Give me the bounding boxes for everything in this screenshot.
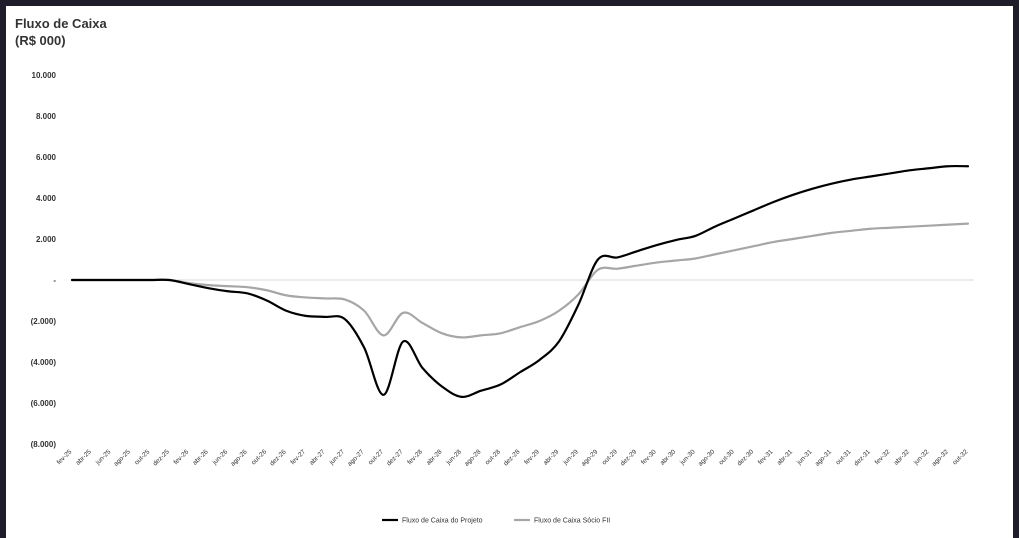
x-tick-label: dez-30 (736, 448, 755, 467)
y-tick-label: 4.000 (36, 194, 57, 203)
x-tick-label: jun-27 (328, 448, 347, 467)
y-tick-label: 8.000 (36, 112, 57, 121)
x-tick-label: jun-25 (94, 448, 113, 467)
x-tick-label: ago-25 (113, 448, 133, 468)
series-line-1 (70, 164, 970, 398)
y-tick-label: 2.000 (36, 235, 57, 244)
legend-label-2: Fluxo de Caixa Sócio FII (534, 518, 610, 525)
x-tick-label: fev-29 (523, 448, 541, 466)
x-tick-label: abr-27 (308, 448, 327, 467)
y-tick-label: 6.000 (36, 153, 57, 162)
x-tick-label: fev-28 (406, 448, 424, 466)
chart-title-line1: Fluxo de Caixa (15, 16, 107, 31)
x-tick-label: out-26 (250, 448, 268, 466)
x-tick-label: fev-31 (757, 448, 775, 466)
x-tick-label: ago-28 (463, 448, 483, 468)
x-tick-label: fev-30 (640, 448, 658, 466)
x-tick-label: dez-29 (619, 448, 638, 467)
chart-title: Fluxo de Caixa (R$ 000) (15, 15, 107, 49)
x-tick-label: out-27 (367, 448, 385, 466)
x-tick-label: out-25 (133, 448, 151, 466)
x-tick-label: out-28 (484, 448, 502, 466)
y-tick-label: 10.000 (32, 71, 57, 80)
x-tick-label: jun-29 (561, 448, 580, 467)
series-line-2 (70, 222, 970, 339)
x-tick-label: abr-31 (776, 448, 795, 467)
legend-label-1: Fluxo de Caixa do Projeto (402, 518, 483, 525)
x-tick-label: abr-28 (425, 448, 444, 467)
x-tick-label: ago-29 (580, 448, 600, 468)
y-tick-label: (8.000) (31, 440, 57, 449)
x-tick-label: dez-31 (853, 448, 872, 467)
x-tick-label: ago-32 (931, 448, 951, 468)
x-tick-label: out-31 (835, 448, 853, 466)
x-tick-label: jun-32 (912, 448, 931, 467)
x-tick-label: dez-27 (386, 448, 405, 467)
y-tick-label: (4.000) (31, 358, 57, 367)
x-tick-label: abr-30 (659, 448, 678, 467)
x-tick-label: out-30 (718, 448, 736, 466)
x-tick-label: abr-32 (893, 448, 912, 467)
x-tick-label: ago-26 (229, 448, 249, 468)
x-tick-label: fev-32 (874, 448, 892, 466)
x-tick-label: jun-30 (678, 448, 697, 467)
x-tick-label: dez-28 (502, 448, 521, 467)
chart-title-line2: (R$ 000) (15, 33, 66, 48)
x-tick-label: ago-31 (814, 448, 834, 468)
y-tick-label: (2.000) (31, 317, 57, 326)
x-tick-label: jun-28 (445, 448, 464, 467)
x-tick-label: fev-25 (56, 448, 74, 466)
x-tick-label: fev-27 (289, 448, 307, 466)
x-tick-label: abr-25 (75, 448, 94, 467)
x-tick-label: out-32 (951, 448, 969, 466)
y-tick-label: - (53, 276, 56, 285)
x-tick-label: fev-26 (173, 448, 191, 466)
x-tick-label: dez-26 (269, 448, 288, 467)
x-tick-label: jun-26 (211, 448, 230, 467)
x-tick-label: dez-25 (152, 448, 171, 467)
x-tick-label: jun-31 (795, 448, 814, 467)
chart-panel: Fluxo de Caixa (R$ 000) (6, 6, 1013, 538)
x-tick-label: ago-27 (346, 448, 366, 468)
x-tick-label: abr-29 (542, 448, 561, 467)
x-tick-label: ago-30 (697, 448, 717, 468)
x-tick-label: abr-26 (192, 448, 211, 467)
y-tick-label: (6.000) (31, 399, 57, 408)
x-tick-label: out-29 (601, 448, 619, 466)
